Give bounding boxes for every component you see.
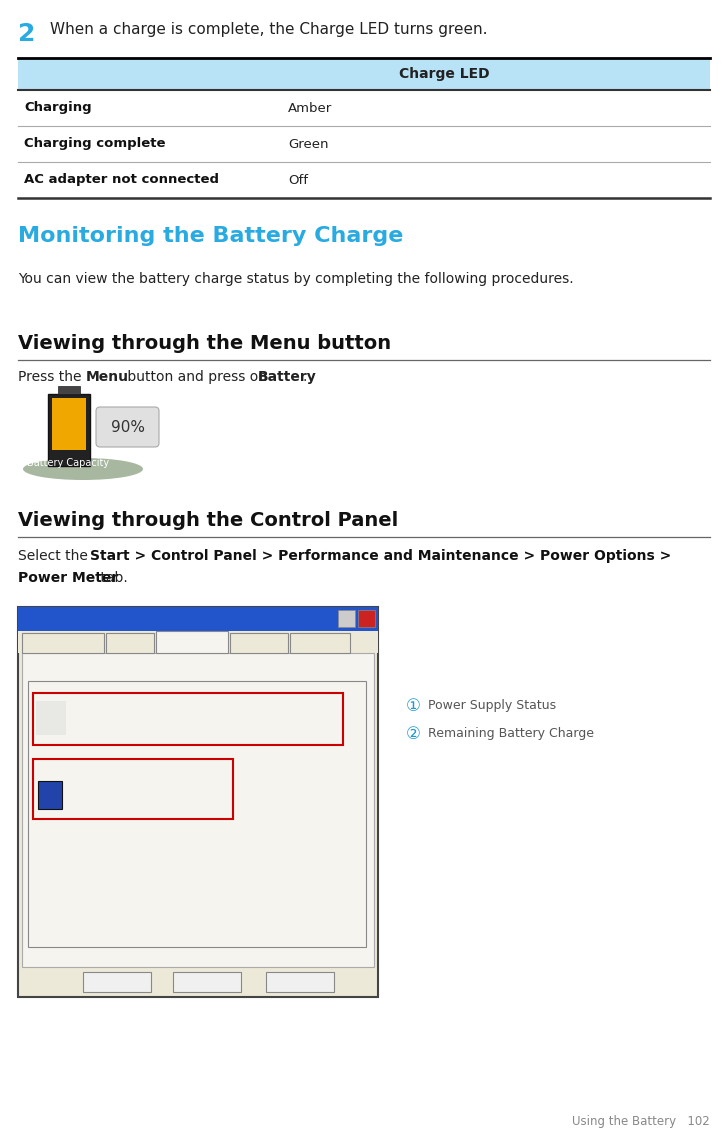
Bar	[48, 394, 90, 466]
Text: ?: ?	[344, 613, 349, 622]
Text: Using the Battery   102: Using the Battery 102	[572, 1115, 710, 1128]
Text: AC adapter not connected: AC adapter not connected	[24, 174, 219, 186]
Bar	[18, 632, 378, 653]
Text: Power status: Power status	[40, 665, 94, 674]
Text: ②: ②	[221, 751, 235, 766]
Bar	[18, 608, 378, 632]
Text: Hibernate: Hibernate	[301, 638, 339, 648]
Text: 2: 2	[18, 22, 36, 46]
Text: 100%: 100%	[70, 790, 94, 799]
Text: Battery: Battery	[258, 370, 317, 384]
Bar	[33, 693, 343, 745]
Text: Monitoring the Battery Charge: Monitoring the Battery Charge	[18, 226, 403, 246]
Bar	[58, 386, 80, 394]
Bar	[83, 972, 151, 992]
Text: Power Supply Status: Power Supply Status	[428, 699, 556, 711]
Text: ★: ★	[46, 790, 55, 801]
Text: Charging: Charging	[24, 102, 92, 114]
Text: ②: ②	[406, 725, 421, 743]
Text: Start > Control Panel > Performance and Maintenance > Power Options >: Start > Control Panel > Performance and …	[90, 549, 671, 563]
Bar	[38, 781, 62, 809]
Text: .: .	[303, 370, 307, 384]
Bar	[156, 632, 228, 653]
Ellipse shape	[23, 458, 143, 480]
Text: Power Schemes: Power Schemes	[33, 638, 93, 648]
Text: Remaining Battery Charge: Remaining Battery Charge	[428, 727, 594, 740]
Text: Power Meter: Power Meter	[165, 637, 220, 646]
Text: Apply: Apply	[286, 978, 314, 987]
Text: Viewing through the Menu button: Viewing through the Menu button	[18, 333, 391, 353]
Bar	[338, 610, 355, 627]
Text: Power Options Properties: Power Options Properties	[26, 614, 177, 624]
Text: Select the: Select the	[18, 549, 92, 563]
Text: When a charge is complete, the Charge LED turns green.: When a charge is complete, the Charge LE…	[50, 22, 488, 37]
Bar	[18, 58, 710, 90]
Text: Alarms: Alarms	[116, 638, 143, 648]
Text: Cancel: Cancel	[191, 978, 223, 987]
Bar	[36, 701, 66, 735]
Text: Click an individual battery icon for more information.: Click an individual battery icon for mor…	[87, 925, 309, 933]
Text: Power Meter: Power Meter	[18, 571, 118, 585]
Text: button and press on: button and press on	[123, 370, 272, 384]
Text: You can view the battery charge status by completing the following procedures.: You can view the battery charge status b…	[18, 272, 574, 286]
Text: Press the: Press the	[18, 370, 86, 384]
Text: Charge LED: Charge LED	[399, 67, 489, 81]
Text: OK: OK	[110, 978, 124, 987]
Text: 100%: 100%	[238, 723, 260, 732]
Bar	[52, 399, 86, 450]
Text: Battery Capacity: Battery Capacity	[27, 458, 109, 468]
Text: Viewing through the Control Panel: Viewing through the Control Panel	[18, 510, 398, 530]
Text: ✕: ✕	[363, 613, 370, 622]
Bar	[358, 610, 375, 627]
Text: ①: ①	[331, 685, 345, 700]
Text: Charging complete: Charging complete	[24, 137, 165, 151]
FancyBboxPatch shape	[96, 407, 159, 447]
Text: 90%: 90%	[111, 419, 144, 434]
Text: #1: #1	[38, 767, 50, 777]
Bar	[173, 972, 241, 992]
Text: tab.: tab.	[96, 571, 127, 585]
Text: ☑ Show details for each battery: ☑ Show details for each battery	[30, 661, 175, 670]
Bar	[22, 653, 374, 967]
Text: Total battery power remaining:: Total battery power remaining:	[73, 723, 191, 732]
Text: ①: ①	[406, 697, 421, 715]
Bar	[266, 972, 334, 992]
Bar	[290, 633, 350, 653]
Bar	[33, 759, 233, 819]
Text: Amber: Amber	[288, 102, 332, 114]
Text: Green: Green	[288, 137, 328, 151]
Bar	[106, 633, 154, 653]
Bar	[22, 633, 104, 653]
Text: Advanced: Advanced	[240, 638, 278, 648]
Text: Off: Off	[288, 174, 308, 186]
Text: AC power: AC power	[213, 702, 250, 711]
Text: Menu: Menu	[86, 370, 129, 384]
Bar	[28, 681, 366, 947]
Text: Current power source:: Current power source:	[73, 702, 158, 711]
Bar	[18, 608, 378, 997]
Bar	[230, 633, 288, 653]
